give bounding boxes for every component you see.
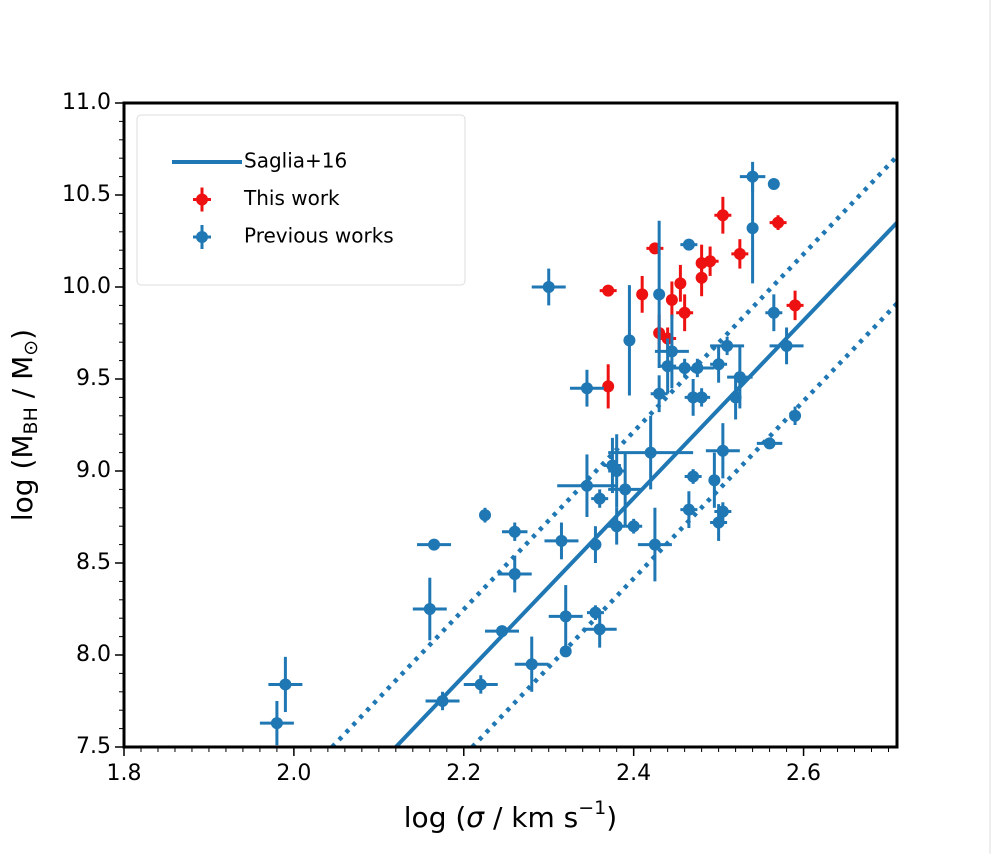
point bbox=[508, 568, 521, 581]
point bbox=[610, 520, 623, 533]
legend-marker bbox=[196, 231, 208, 243]
point bbox=[665, 345, 678, 358]
legend-label: Saglia+16 bbox=[244, 149, 347, 173]
point bbox=[593, 623, 606, 636]
point bbox=[602, 380, 615, 393]
point bbox=[789, 299, 802, 312]
legend-marker bbox=[196, 193, 208, 206]
point bbox=[525, 658, 538, 671]
point bbox=[610, 465, 623, 477]
x-axis-label-part: log ( bbox=[404, 801, 467, 834]
y-tick-label: 9.0 bbox=[76, 458, 111, 483]
point bbox=[767, 177, 780, 190]
point bbox=[716, 209, 729, 222]
point bbox=[772, 216, 785, 229]
point bbox=[712, 516, 725, 529]
point bbox=[644, 446, 657, 459]
x-tick-label: 2.0 bbox=[276, 761, 311, 786]
legend-box bbox=[136, 114, 466, 286]
y-axis-label-part: / M bbox=[6, 356, 39, 407]
point bbox=[704, 255, 717, 268]
point bbox=[580, 479, 593, 492]
point bbox=[678, 306, 691, 319]
point bbox=[602, 284, 615, 297]
point bbox=[559, 610, 572, 623]
point bbox=[619, 483, 632, 496]
point bbox=[687, 470, 700, 483]
point bbox=[474, 678, 487, 691]
y-tick-label: 7.5 bbox=[76, 734, 111, 759]
y-tick-label: 9.5 bbox=[76, 366, 111, 391]
point bbox=[279, 678, 292, 691]
x-axis-label-part: −1 bbox=[578, 797, 606, 819]
point bbox=[555, 534, 568, 547]
point bbox=[733, 247, 746, 260]
y-tick-label: 8.0 bbox=[76, 642, 111, 667]
point bbox=[665, 293, 678, 306]
y-tick-label: 10.0 bbox=[62, 274, 111, 299]
point bbox=[542, 281, 555, 293]
point bbox=[593, 492, 606, 505]
y-tick-label: 11.0 bbox=[62, 90, 111, 115]
y-axis-label-part: log (M bbox=[6, 434, 39, 521]
point bbox=[763, 437, 776, 450]
point bbox=[508, 525, 521, 538]
x-tick-label: 1.8 bbox=[107, 761, 142, 786]
point bbox=[423, 603, 436, 615]
x-tick-label: 2.4 bbox=[616, 761, 651, 786]
y-axis-label-part: BH bbox=[20, 407, 42, 434]
x-axis-label-part: ) bbox=[606, 801, 617, 834]
point bbox=[712, 358, 725, 371]
y-tick-label: 8.5 bbox=[76, 550, 111, 575]
point bbox=[479, 509, 492, 522]
plot-frame bbox=[122, 101, 899, 749]
x-tick-label: 2.2 bbox=[446, 761, 481, 786]
point bbox=[270, 717, 283, 730]
y-tick-label: 10.5 bbox=[62, 182, 111, 207]
fit-line bbox=[330, 154, 897, 747]
point bbox=[708, 474, 721, 487]
point bbox=[627, 520, 640, 533]
point bbox=[721, 339, 734, 352]
point bbox=[716, 444, 729, 457]
x-axis-label-part: σ bbox=[466, 801, 485, 834]
point bbox=[682, 503, 695, 516]
point bbox=[674, 277, 687, 290]
point bbox=[653, 387, 666, 400]
point bbox=[746, 222, 759, 235]
x-tick-label: 2.6 bbox=[786, 761, 821, 786]
point bbox=[746, 170, 759, 183]
point bbox=[682, 238, 695, 251]
plot bbox=[259, 154, 897, 747]
point bbox=[580, 382, 593, 395]
y-axis-label-part: ⊙ bbox=[20, 340, 42, 356]
point bbox=[623, 334, 636, 347]
fit-line bbox=[470, 302, 897, 747]
y-axis-label-part: ) bbox=[6, 329, 39, 340]
point bbox=[695, 391, 708, 404]
point bbox=[636, 288, 649, 301]
fit-line bbox=[394, 221, 897, 747]
point bbox=[767, 306, 780, 319]
x-axis-label: log (σ / km s−1) bbox=[404, 797, 617, 835]
point bbox=[428, 538, 441, 551]
legend-label: This work bbox=[243, 186, 340, 210]
point bbox=[653, 288, 666, 301]
point bbox=[733, 371, 746, 384]
legend-label: Previous works bbox=[244, 224, 394, 248]
point bbox=[648, 538, 661, 551]
y-axis-label: log (MBH / M⊙) bbox=[6, 329, 42, 521]
x-axis-label-part: / km s bbox=[484, 801, 578, 834]
